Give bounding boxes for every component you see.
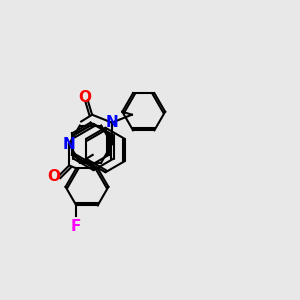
Text: N: N bbox=[106, 115, 118, 130]
Text: N: N bbox=[63, 136, 76, 152]
Text: O: O bbox=[78, 90, 91, 105]
Text: F: F bbox=[71, 219, 82, 234]
Text: O: O bbox=[47, 169, 61, 184]
